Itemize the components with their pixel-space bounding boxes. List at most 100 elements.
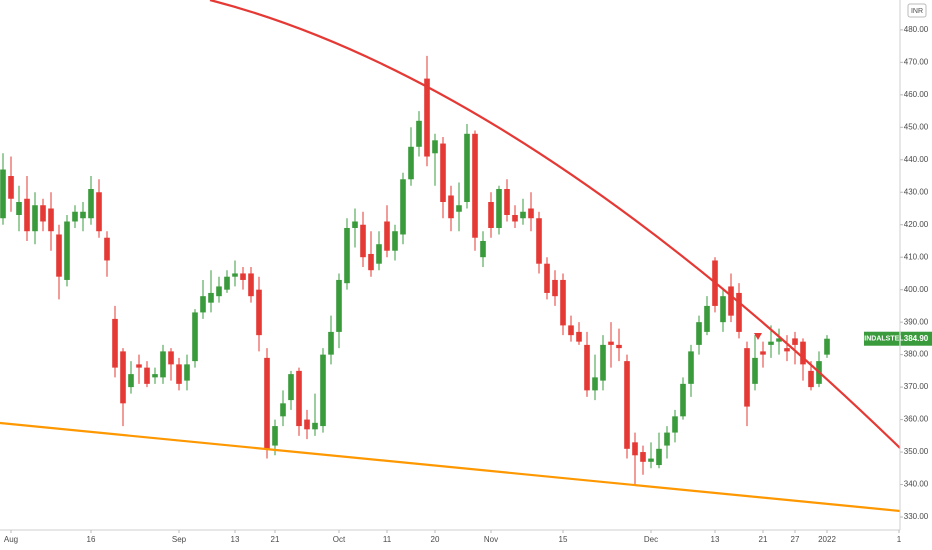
candle-body [40,205,46,222]
candle-body [544,263,550,293]
x-tick-label: 13 [711,535,720,544]
candle-body [248,273,254,297]
candle-body [664,432,670,446]
y-tick-label: 390.00 [904,317,929,326]
candle-body [808,370,814,388]
candle-body [224,276,230,290]
candle-body [424,78,430,157]
y-tick-label: 480.00 [904,25,929,34]
candle-body [184,364,190,381]
candle-body [688,351,694,384]
candle-body [320,354,326,427]
candle-body [128,374,134,388]
candle-body [368,253,374,271]
candle-body [104,237,110,261]
candle-body [336,279,342,332]
candle-body [624,361,630,449]
candle-body [360,224,366,258]
candle-body [648,458,654,462]
x-tick-label: 16 [87,535,96,544]
candle-body [48,208,54,232]
candle-body [760,351,766,355]
candle-body [784,348,790,352]
candle-body [32,205,38,232]
candle-body [16,201,22,215]
candle-body [640,452,646,462]
candle-body [800,341,806,365]
candle-body [232,273,238,277]
candle-body [472,133,478,238]
candle-body [560,279,566,326]
y-tick-label: 360.00 [904,415,929,424]
candle-body [160,351,166,378]
candle-body [752,357,758,384]
y-tick-label: 460.00 [904,90,929,99]
candle-body [384,221,390,251]
candle-body [536,218,542,264]
y-tick-label: 410.00 [904,252,929,261]
x-tick-label: Nov [484,535,498,544]
candle-body [136,364,142,368]
candle-body [576,331,582,342]
currency: INR [911,8,923,15]
x-tick-label: Dec [644,535,658,544]
candle-body [304,419,310,430]
candle-body [528,208,534,219]
y-tick-label: 440.00 [904,155,929,164]
candle-body [568,325,574,336]
support-trendline [0,421,901,513]
candle-body [488,201,494,228]
candle-body [240,273,246,280]
resistance-trendline [209,0,901,449]
x-tick-label: 21 [271,535,280,544]
y-tick-label: 470.00 [904,57,929,66]
candle-body [776,338,782,342]
candle-body [120,351,126,404]
candle-body [176,364,182,384]
last-price-symbol: JINDALSTEL [860,336,904,343]
candle-body [824,338,830,355]
candle-body [600,344,606,381]
candle-body [312,422,318,430]
candle-body [416,120,422,147]
x-tick-label: 27 [791,535,800,544]
candle-body [64,221,70,280]
candle-body [696,322,702,345]
candle-body [0,169,6,219]
candle-body [144,367,150,384]
candle-body [72,211,78,222]
candle-body [216,286,222,297]
candle-body [440,143,446,202]
candle-body [744,348,750,407]
candle-body [736,292,742,332]
candle-body [496,189,502,228]
candle-body [720,296,726,323]
candle-body [200,296,206,313]
candle-body [264,357,270,449]
candle-body [272,426,278,446]
candle-body [504,189,510,215]
candle-body [632,442,638,456]
last-price-marker [864,331,932,346]
candle-body [256,289,262,336]
x-tick-label: 21 [759,535,768,544]
x-tick-label: Oct [333,535,346,544]
candle-body [456,205,462,212]
candle-body [480,240,486,258]
candle-body [608,341,614,345]
candle-body [168,351,174,365]
last-price-label: 384.90 [904,334,929,343]
candle-body [376,244,382,264]
candle-body [448,195,454,219]
candle-body [552,279,558,297]
candle-body [80,211,86,219]
x-tick-label: 20 [431,535,440,544]
candle-body [344,227,350,284]
x-tick-label: Aug [4,535,18,544]
candle-body [656,448,662,466]
candle-body [56,234,62,277]
candle-body [24,198,30,232]
candle-body [792,338,798,345]
